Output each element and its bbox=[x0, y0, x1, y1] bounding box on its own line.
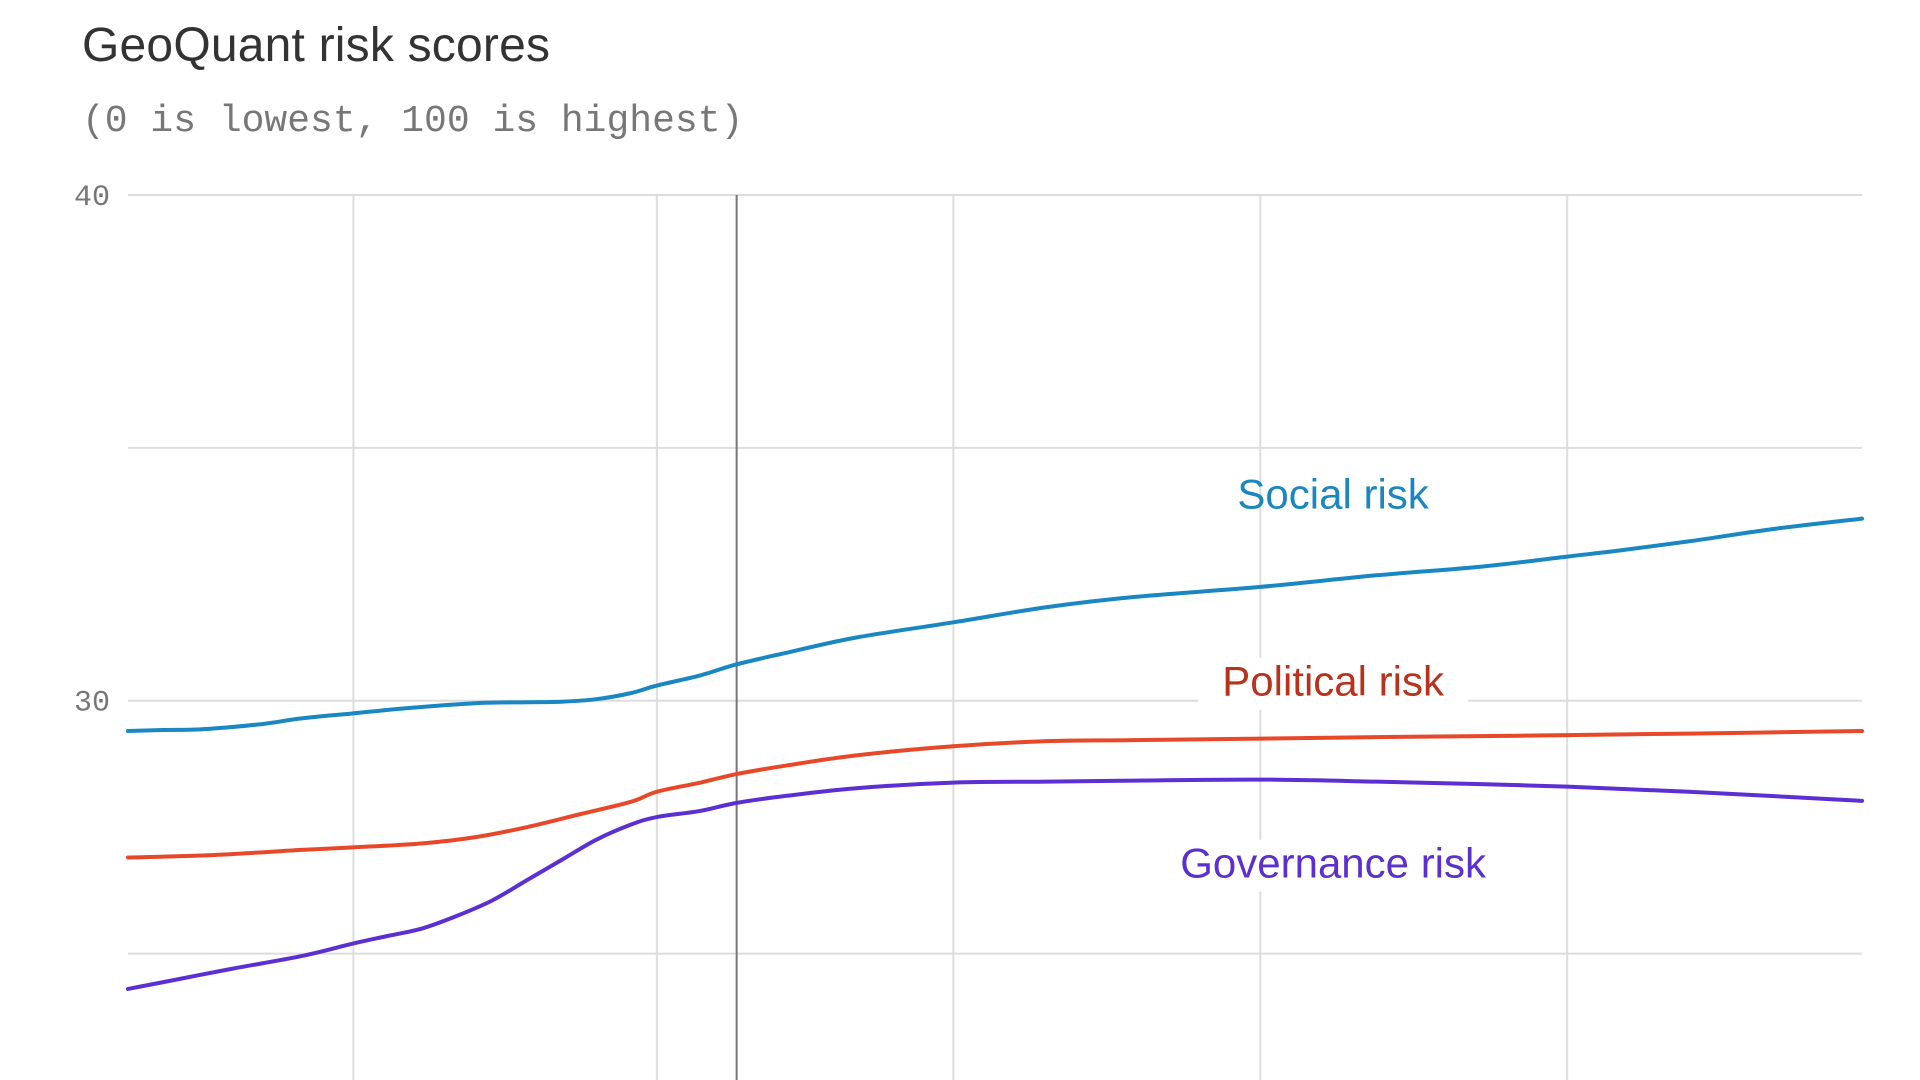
chart-title: GeoQuant risk scores bbox=[82, 19, 551, 72]
series-label-governance: Governance risk bbox=[1180, 840, 1487, 887]
axis-layer: 40 30 bbox=[74, 181, 110, 721]
label-layer: Social risk Political risk Governance risk bbox=[1158, 471, 1509, 892]
series-line-governance bbox=[126, 777, 1864, 991]
grid-layer bbox=[128, 194, 1862, 1080]
series-label-social: Social risk bbox=[1237, 471, 1429, 518]
y-tick-label: 40 bbox=[74, 181, 110, 215]
series-layer bbox=[126, 516, 1864, 991]
series-line-social bbox=[126, 516, 1864, 734]
chart-subtitle: (0 is lowest, 100 is highest) bbox=[82, 100, 744, 143]
series-line-political bbox=[126, 729, 1864, 860]
series-label-political: Political risk bbox=[1222, 658, 1445, 705]
y-tick-label: 30 bbox=[74, 687, 110, 721]
series-label-backdrop bbox=[1158, 839, 1509, 892]
series-label-backdrop bbox=[1198, 657, 1469, 710]
